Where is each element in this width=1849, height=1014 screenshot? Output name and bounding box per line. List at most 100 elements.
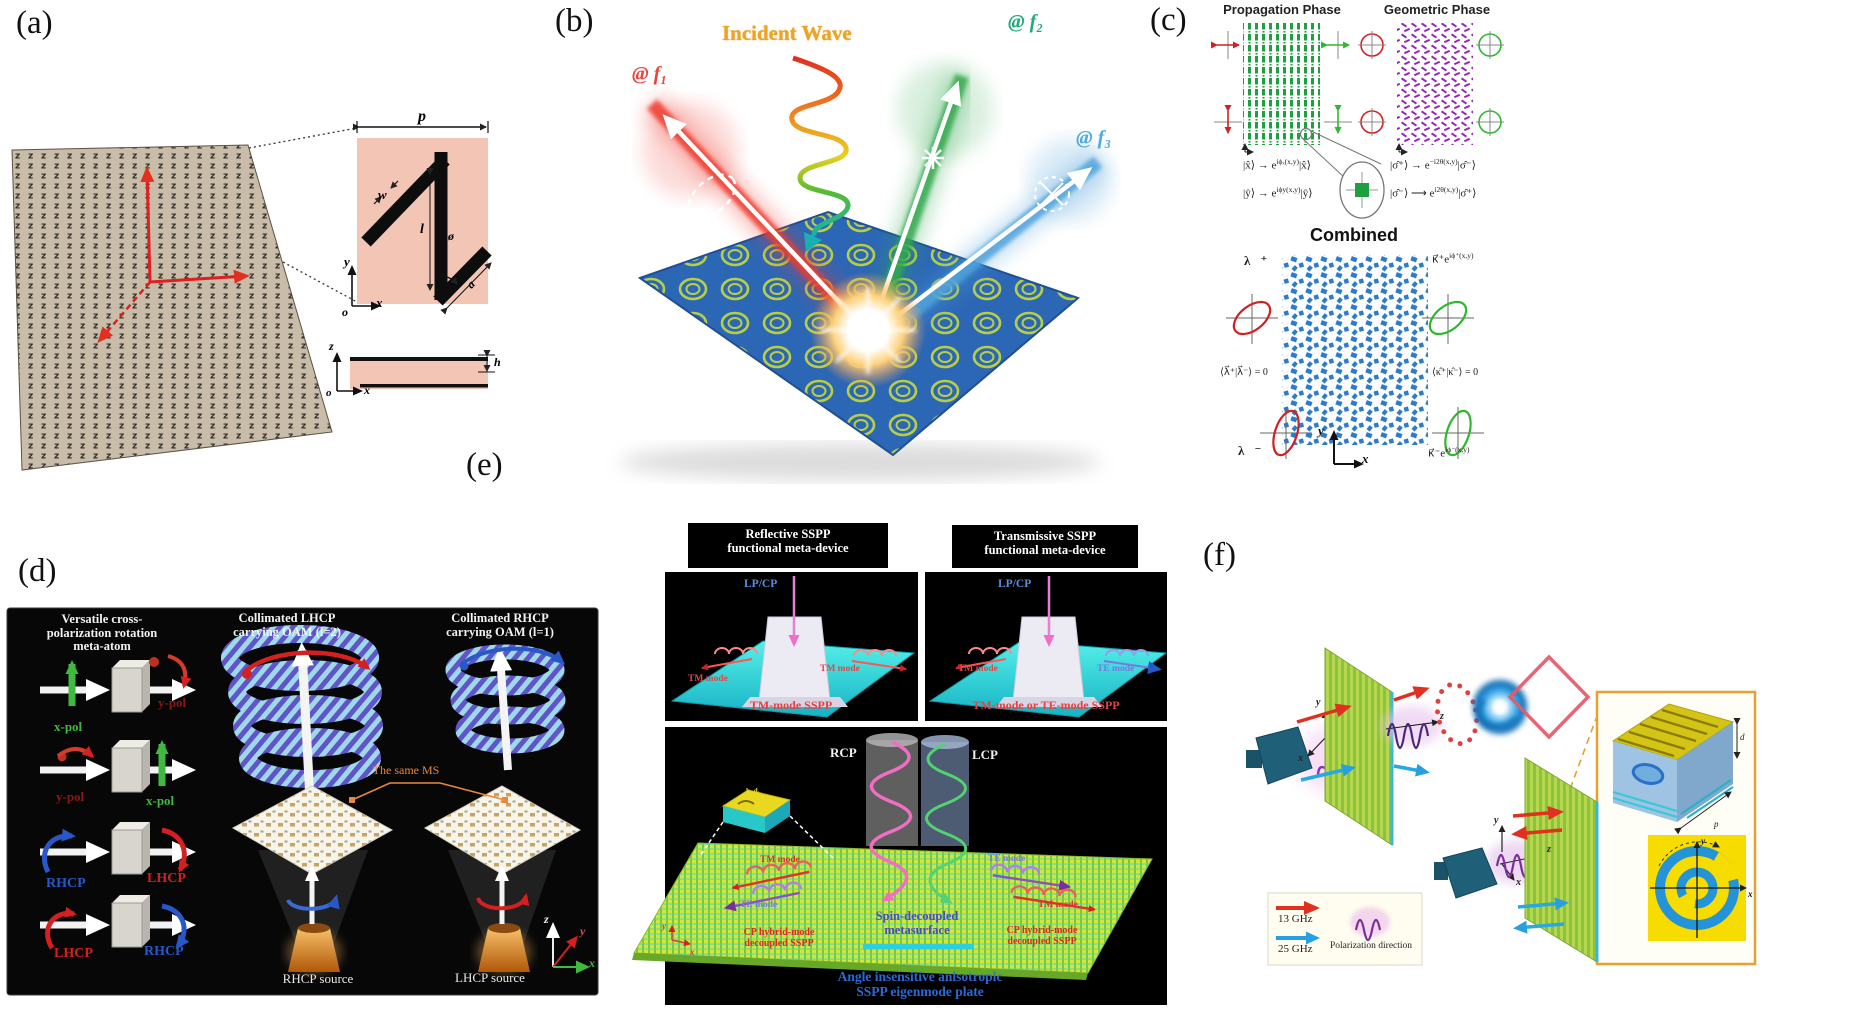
dim-p-label: p bbox=[418, 108, 426, 125]
panel-d-vortex-right bbox=[445, 644, 566, 771]
rhcp-source-label: RHCP source bbox=[282, 971, 354, 986]
row3-in-label: RHCP bbox=[46, 876, 86, 891]
kappa-minus-sup: iϕ⁻(x,y) bbox=[1445, 445, 1470, 454]
panel-label-f: (f) bbox=[1203, 537, 1236, 573]
equation-sigma-plus-geometric: |σ̂⁺⟩ → e−i2θ(x,y)|σ̂⁻⟩ bbox=[1390, 157, 1476, 173]
tm-mode-left-left: TM mode bbox=[688, 674, 728, 684]
transmissive-title: Transmissive SSPP functional meta-device bbox=[984, 529, 1106, 557]
cell-dim-d-label: d bbox=[1740, 732, 1745, 742]
eq-sm-post: |σ̂⁺⟩ bbox=[1458, 187, 1477, 200]
eq-x-sup: iϕₓ(x,y) bbox=[1276, 157, 1299, 166]
lhcp-source-label: LHCP source bbox=[455, 970, 525, 985]
axis-y-label-a: y bbox=[344, 254, 350, 269]
plate-right-te-label: TE mode bbox=[988, 854, 1026, 864]
kappa-plus-pre: κ⃗⁺e bbox=[1432, 253, 1450, 266]
row1-in-label: x-pol bbox=[54, 719, 83, 734]
meta-atom-boxes bbox=[111, 660, 150, 948]
panel-a-side-view bbox=[332, 350, 495, 396]
rcp-label: RCP bbox=[830, 745, 857, 760]
lambda-orthogonality-label: ⟨λ⃗⁺|λ⃗⁻⟩ = 0 bbox=[1220, 367, 1268, 378]
panel-a-unit-cell bbox=[347, 121, 492, 315]
eq-y-post: |ŷ⟩ bbox=[1300, 187, 1313, 200]
axis-z-label-d: z bbox=[544, 912, 549, 926]
kappa-orthogonality-label: ⟨κ̂⁺|κ̂⁻⟩ = 0 bbox=[1432, 367, 1479, 378]
panel-c-combined-array bbox=[1226, 255, 1484, 469]
equation-x-propagation: |x̂⟩ → eiϕₓ(x,y)|x̂⟩ bbox=[1243, 157, 1311, 173]
eq-sm-sup: i2θ(x,y) bbox=[1434, 185, 1459, 194]
dim-h-label: h bbox=[494, 355, 501, 369]
panel-d-meta-atom-rows bbox=[40, 654, 196, 950]
eq-sp-sup: −i2θ(x,y) bbox=[1429, 157, 1458, 166]
kappa-plus-sup: iϕ⁺(x,y) bbox=[1449, 251, 1474, 260]
panel-f-legend bbox=[1267, 892, 1423, 966]
panel-e-lower-subpanel bbox=[632, 733, 1153, 980]
eq-sm-pre: |σ̂⁻⟩ ⟶ e bbox=[1390, 187, 1435, 200]
eq-x-pre: |x̂⟩ → e bbox=[1243, 159, 1277, 172]
combined-axis-y-label: y bbox=[1318, 423, 1324, 438]
combined-axis-x-label: x bbox=[1362, 451, 1369, 466]
equation-y-propagation: |ŷ⟩ → eiϕy(x,y)|ŷ⟩ bbox=[1243, 185, 1313, 201]
unit-cell-dims-label: h₁ d₁ bbox=[746, 787, 760, 795]
panel-label-c: (c) bbox=[1150, 2, 1187, 38]
kappa-plus-label: κ⃗⁺eiϕ⁺(x,y) bbox=[1432, 251, 1474, 267]
eq-y-sup: iϕy(x,y) bbox=[1276, 185, 1301, 194]
tm-mode-left-right: TM mode bbox=[820, 664, 860, 674]
cell-dim-p-label: p bbox=[1714, 819, 1719, 829]
dim-phi-label: ø bbox=[448, 229, 454, 243]
kappa-minus-label: κ⃗⁻eiϕ⁻(x,y) bbox=[1428, 445, 1470, 461]
panel-c-propagation-array bbox=[1211, 23, 1385, 219]
eq-sp-post: |σ̂⁻⟩ bbox=[1457, 159, 1476, 172]
geometric-phase-title: Geometric Phase bbox=[1383, 2, 1491, 17]
axis-x-label-a: x bbox=[376, 295, 383, 310]
axis-z-label-side: z bbox=[329, 339, 334, 353]
setup2-axis-y-label: y bbox=[1494, 815, 1499, 826]
meta-atom-title: Versatile cross- polarization rotation m… bbox=[46, 612, 158, 653]
row4-out-label: RHCP bbox=[144, 944, 184, 959]
plate-right-caption: CP hybrid-mode decoupled SSPP bbox=[1006, 925, 1078, 947]
lcp-label: LCP bbox=[972, 747, 998, 762]
beam-f1-label: @ f₁ bbox=[632, 63, 668, 85]
panel-d-plates-and-horns bbox=[231, 782, 590, 974]
axis-x-label-d: x bbox=[589, 956, 595, 970]
same-ms-label: The same MS bbox=[372, 763, 440, 777]
lpcp-left-label: LP/CP bbox=[744, 578, 778, 590]
eq-x-post: |x̂⟩ bbox=[1298, 159, 1311, 172]
equation-sigma-minus-geometric: |σ̂⁻⟩ ⟶ ei2θ(x,y)|σ̂⁺⟩ bbox=[1390, 185, 1477, 201]
setup1-axis-z-label: z bbox=[1440, 711, 1444, 722]
combined-title: Combined bbox=[1310, 225, 1398, 245]
dim-l-label: l bbox=[420, 222, 424, 237]
row2-out-label: x-pol bbox=[146, 793, 175, 808]
reflective-title: Reflective SSPP functional meta-device bbox=[727, 527, 849, 555]
row4-in-label: LHCP bbox=[54, 946, 93, 961]
panel-d-vortex-left bbox=[221, 625, 383, 801]
eq-sp-pre: |σ̂⁺⟩ → e bbox=[1390, 159, 1430, 172]
lambda-plus-label: λ⃗⁺ bbox=[1244, 253, 1268, 268]
plate-left-caption: CP hybrid-mode decoupled SSPP bbox=[743, 927, 815, 949]
angle-insensitive-caption: Angle insensitive anisotropic SSPP eigen… bbox=[837, 969, 1003, 999]
ring-axis-y-label: y bbox=[1701, 836, 1705, 846]
panel-f-setup-top bbox=[1246, 647, 1601, 846]
plate-axis-x-label: x bbox=[690, 947, 695, 957]
panel-f-inset bbox=[1595, 690, 1757, 966]
axis-y-label-d: y bbox=[580, 924, 586, 938]
incident-wave-label: Incident Wave bbox=[722, 21, 852, 45]
legend-25ghz-label: 25 GHz bbox=[1278, 943, 1313, 955]
panel-b-beams bbox=[641, 55, 1112, 388]
lhcp-oam-title: Collimated LHCP carrying OAM (l=2) bbox=[233, 611, 341, 639]
beam-f2-label: @ f₂ bbox=[1008, 11, 1044, 33]
origin-label-side: o bbox=[326, 387, 332, 399]
setup1-axis-y-label: y bbox=[1316, 697, 1321, 708]
panel-a-metasurface-array bbox=[11, 127, 358, 471]
setup2-axis-x-label: x bbox=[1516, 877, 1521, 888]
panel-label-e: (e) bbox=[466, 447, 503, 483]
te-mode-right-right: TE mode bbox=[1097, 664, 1135, 674]
origin-label-a: o bbox=[342, 305, 348, 319]
legend-13ghz-label: 13 GHz bbox=[1278, 913, 1313, 925]
plate-left-te-label: TE mode bbox=[740, 900, 778, 910]
row3-out-label: LHCP bbox=[147, 871, 186, 886]
eq-y-pre: |ŷ⟩ → e bbox=[1243, 187, 1277, 200]
axis-x-label-side: x bbox=[364, 383, 370, 397]
lambda-minus-label: λ⃗⁻ bbox=[1238, 443, 1262, 458]
